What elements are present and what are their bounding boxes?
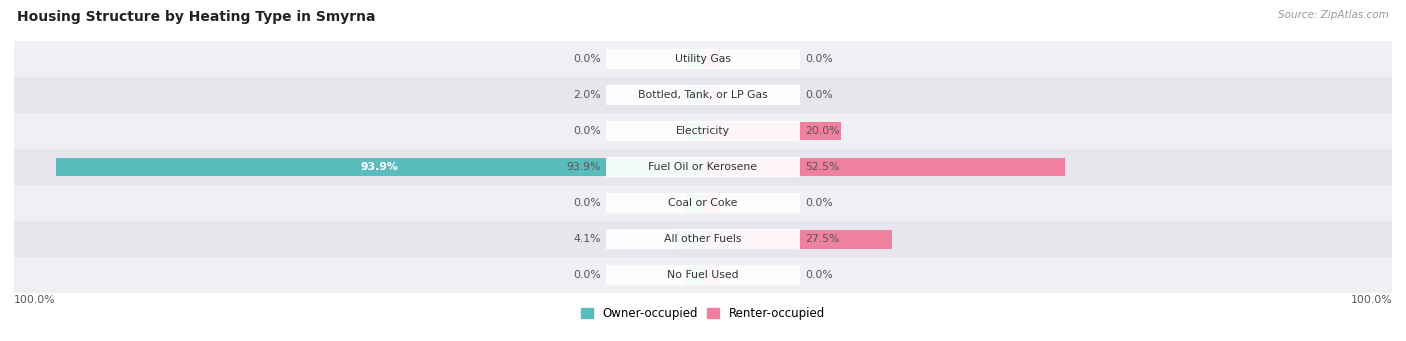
Bar (686, 194, 703, 212)
Text: 52.5%: 52.5% (806, 162, 839, 172)
Text: 4.1%: 4.1% (574, 234, 600, 244)
Bar (703, 86, 720, 104)
FancyBboxPatch shape (606, 265, 800, 285)
Bar (703, 266, 720, 285)
Text: 100.0%: 100.0% (14, 295, 56, 305)
Text: Housing Structure by Heating Type in Smyrna: Housing Structure by Heating Type in Smy… (17, 10, 375, 24)
FancyBboxPatch shape (606, 193, 800, 213)
FancyBboxPatch shape (606, 229, 800, 249)
Text: Utility Gas: Utility Gas (675, 54, 731, 64)
Bar (14, 113, 1392, 149)
Text: All other Fuels: All other Fuels (664, 234, 742, 244)
Bar (14, 77, 1392, 113)
Bar (703, 158, 1064, 176)
Bar (686, 266, 703, 285)
Bar (689, 86, 703, 104)
Bar (14, 185, 1392, 221)
FancyBboxPatch shape (606, 121, 800, 141)
Bar (686, 122, 703, 140)
Bar (14, 221, 1392, 257)
Text: 20.0%: 20.0% (806, 126, 839, 136)
Text: Fuel Oil or Kerosene: Fuel Oil or Kerosene (648, 162, 758, 172)
Legend: Owner-occupied, Renter-occupied: Owner-occupied, Renter-occupied (581, 307, 825, 320)
FancyBboxPatch shape (606, 49, 800, 69)
Text: 0.0%: 0.0% (806, 54, 832, 64)
Text: 0.0%: 0.0% (574, 54, 600, 64)
FancyBboxPatch shape (606, 85, 800, 105)
Text: 100.0%: 100.0% (1350, 295, 1392, 305)
Bar (703, 49, 720, 68)
Text: 93.9%: 93.9% (360, 162, 398, 172)
Text: 27.5%: 27.5% (806, 234, 839, 244)
Text: No Fuel Used: No Fuel Used (668, 270, 738, 280)
FancyBboxPatch shape (606, 157, 800, 177)
Text: Coal or Coke: Coal or Coke (668, 198, 738, 208)
Bar (686, 49, 703, 68)
Text: 0.0%: 0.0% (574, 198, 600, 208)
Bar (703, 230, 893, 249)
Text: 2.0%: 2.0% (574, 90, 600, 100)
Bar (703, 194, 720, 212)
Text: Electricity: Electricity (676, 126, 730, 136)
Text: Bottled, Tank, or LP Gas: Bottled, Tank, or LP Gas (638, 90, 768, 100)
Bar (675, 230, 703, 249)
Bar (14, 41, 1392, 77)
Text: 0.0%: 0.0% (806, 270, 832, 280)
Text: 0.0%: 0.0% (806, 198, 832, 208)
Text: 0.0%: 0.0% (574, 126, 600, 136)
Bar (14, 257, 1392, 293)
Text: 0.0%: 0.0% (806, 90, 832, 100)
Bar (703, 122, 841, 140)
Text: 93.9%: 93.9% (567, 162, 600, 172)
Bar (56, 158, 703, 176)
Text: Source: ZipAtlas.com: Source: ZipAtlas.com (1278, 10, 1389, 20)
Bar (14, 149, 1392, 185)
Text: 0.0%: 0.0% (574, 270, 600, 280)
